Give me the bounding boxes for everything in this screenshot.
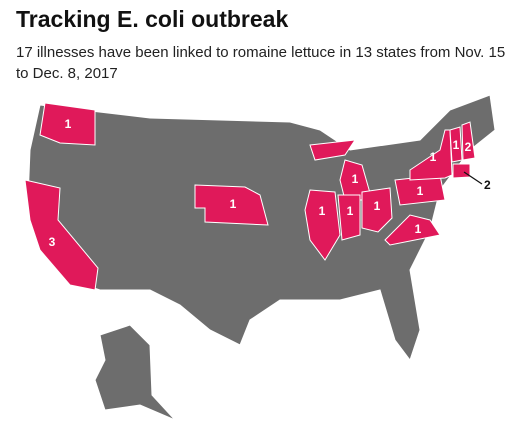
state-ne [194, 184, 269, 226]
count-label: 1 [352, 172, 359, 186]
count-label: 1 [430, 150, 437, 164]
count-label: 1 [319, 204, 326, 218]
alaska [94, 324, 176, 421]
state-oh [361, 187, 393, 233]
state-in [337, 194, 361, 241]
count-label: 1 [417, 184, 424, 198]
count-label: 2 [465, 140, 472, 154]
state-mi-upper [309, 139, 357, 161]
count-label: 1 [347, 204, 354, 218]
count-label: 1 [374, 199, 381, 213]
subtitle: 17 illnesses have been linked to romaine… [16, 44, 506, 82]
count-label: 1 [415, 222, 422, 236]
us-outline [27, 94, 496, 362]
state-ct [452, 163, 471, 179]
state-ca [24, 179, 99, 291]
state-il [304, 189, 341, 261]
state-wa [39, 102, 96, 146]
count-label: 1 [230, 197, 237, 211]
title: Tracking E. coli outbreak [16, 6, 289, 32]
count-label: 3 [49, 235, 56, 249]
state-va [384, 214, 441, 246]
count-label: 1 [65, 117, 72, 131]
count-label: 1 [453, 138, 460, 152]
state-nh [461, 121, 476, 161]
pointer [463, 171, 483, 185]
state-vt [449, 126, 463, 163]
count-label: 2 [484, 178, 491, 192]
